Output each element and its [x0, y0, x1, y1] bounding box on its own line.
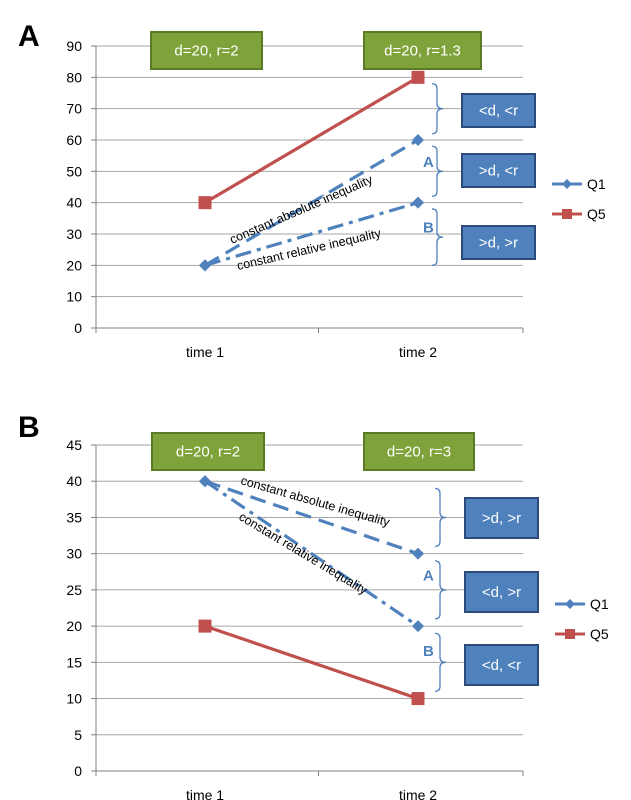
data-point-q5 [198, 619, 212, 633]
y-tick-label: 25 [66, 582, 82, 598]
series-line-q5 [204, 624, 419, 701]
x-tick-label: time 2 [399, 344, 437, 360]
series-line-q5 [204, 75, 419, 205]
y-tick-label: 0 [74, 763, 82, 779]
legend-marker-q5 [565, 629, 575, 639]
legend-label-q1: Q1 [590, 596, 609, 612]
y-tick-label: 20 [66, 618, 82, 634]
y-tick-label: 35 [66, 509, 82, 525]
green-box-label: d=20, r=1.3 [384, 43, 461, 60]
green-box-label: d=20, r=2 [174, 43, 238, 60]
data-point-q1 [199, 475, 211, 488]
series-line-q1-dash-dot [204, 479, 419, 628]
end-label-b: B [423, 220, 434, 237]
y-tick-label: 30 [66, 546, 82, 562]
y-tick-label: 80 [66, 69, 82, 85]
y-tick-label: 15 [66, 654, 82, 670]
series-line-q1-dashed [204, 479, 419, 556]
brace [431, 82, 444, 135]
data-point-q1 [412, 196, 424, 209]
y-tick-label: 10 [66, 289, 82, 305]
y-tick-label: 30 [66, 226, 82, 242]
y-tick-label: 45 [66, 437, 82, 453]
blue-box [464, 644, 539, 686]
data-point-q1 [412, 547, 424, 560]
end-label-b: B [423, 643, 434, 660]
y-tick-label: 5 [74, 727, 82, 743]
legend-marker-q1 [565, 599, 575, 609]
legend-label-q5: Q5 [587, 206, 606, 222]
y-tick-label: 20 [66, 257, 82, 273]
legend-label-q5: Q5 [590, 626, 609, 642]
blue-box-label: <d, <r [479, 103, 518, 120]
x-tick-label: time 1 [186, 344, 224, 360]
brace [434, 487, 447, 548]
x-tick-label: time 2 [399, 787, 437, 800]
green-box [363, 31, 482, 70]
x-tick-label: time 1 [186, 787, 224, 800]
y-tick-label: 10 [66, 691, 82, 707]
y-tick-label: 40 [66, 473, 82, 489]
brace [431, 208, 444, 266]
y-tick-label: 50 [66, 163, 82, 179]
brace [434, 632, 447, 692]
green-box-label: d=20, r=2 [176, 444, 240, 461]
brace [431, 145, 444, 198]
blue-box-label: >d, >r [479, 235, 518, 252]
blue-box [461, 153, 536, 188]
end-label-a: A [423, 154, 434, 171]
y-tick-label: 70 [66, 101, 82, 117]
data-point-q1 [412, 620, 424, 633]
data-point-q5 [411, 692, 425, 706]
legend-marker-q1 [562, 179, 572, 189]
blue-box [461, 225, 536, 260]
legend-marker-q5 [562, 209, 572, 219]
blue-box [464, 497, 539, 539]
green-box [363, 432, 475, 471]
blue-box-label: <d, >r [482, 584, 521, 601]
blue-box-label: <d, <r [482, 657, 521, 674]
green-box [151, 432, 265, 471]
blue-box [464, 571, 539, 613]
series-line-q1-dash-dot [204, 201, 419, 267]
y-tick-label: 0 [74, 320, 82, 336]
legend: Q1 Q5 [555, 596, 609, 642]
data-point-q5 [198, 196, 212, 210]
y-tick-label: 90 [66, 38, 82, 54]
brace [434, 560, 447, 620]
data-point-q1 [199, 259, 211, 272]
legend-label-q1: Q1 [587, 176, 606, 192]
end-label-a: A [423, 568, 434, 585]
y-tick-label: 60 [66, 132, 82, 148]
blue-box-label: >d, <r [479, 163, 518, 180]
panel-letter: B [18, 411, 40, 444]
panel-letter: A [18, 20, 40, 53]
green-box [150, 31, 263, 70]
data-point-q1 [412, 134, 424, 146]
green-box-label: d=20, r=3 [387, 444, 451, 461]
blue-box [461, 93, 536, 128]
blue-box-label: >d, >r [482, 510, 521, 527]
y-tick-label: 40 [66, 195, 82, 211]
data-point-q5 [411, 70, 425, 84]
series-line-q1-dashed [204, 138, 419, 267]
legend: Q1 Q5 [552, 176, 606, 222]
